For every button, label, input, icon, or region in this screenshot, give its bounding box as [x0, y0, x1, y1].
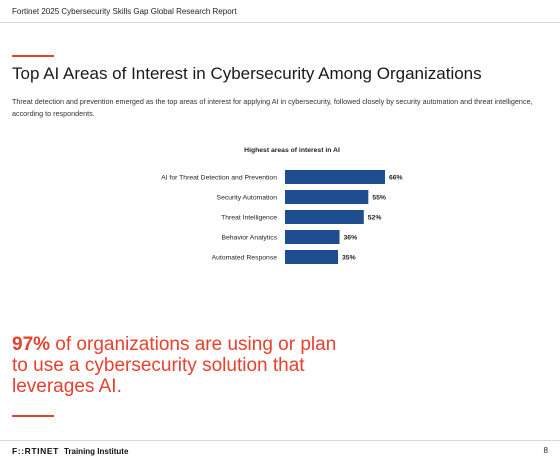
- logo-wordmark: F::RTINET: [12, 446, 59, 456]
- bar: [285, 210, 364, 224]
- fortinet-logo: F::RTINET Training Institute: [12, 446, 128, 456]
- report-header: Fortinet 2025 Cybersecurity Skills Gap G…: [0, 0, 560, 23]
- bar: [285, 250, 339, 264]
- value-label: 52%: [368, 215, 382, 222]
- page-title: Top AI Areas of Interest in Cybersecurit…: [12, 64, 482, 83]
- category-label: Automated Response: [212, 255, 278, 262]
- bar: [285, 170, 385, 184]
- report-title: Fortinet 2025 Cybersecurity Skills Gap G…: [12, 7, 237, 16]
- category-label: Behavior Analytics: [221, 235, 277, 242]
- category-label: Threat Intelligence: [221, 215, 277, 222]
- stat-text: of organizations are using or plan to us…: [12, 334, 337, 397]
- value-label: 66%: [389, 175, 403, 182]
- intro-paragraph: Threat detection and prevention emerged …: [12, 97, 533, 118]
- value-label: 55%: [372, 195, 386, 202]
- value-label: 36%: [344, 235, 358, 242]
- logo-subtitle: Training Institute: [63, 446, 129, 456]
- bar: [285, 190, 369, 204]
- stat-callout: 97% of organizations are using or plan t…: [12, 334, 342, 397]
- category-label: AI for Threat Detection and Prevention: [161, 175, 277, 182]
- accent-bar-bottom: [12, 415, 54, 417]
- accent-bar-top: [12, 55, 54, 57]
- category-label: Security Automation: [217, 195, 278, 202]
- value-label: 35%: [342, 255, 356, 262]
- stat-highlight: 97%: [12, 334, 51, 355]
- bar: [285, 230, 340, 244]
- page-number: 8: [543, 446, 548, 455]
- chart-title: Highest areas of interest in AI: [244, 147, 340, 154]
- footer-divider: [0, 440, 560, 441]
